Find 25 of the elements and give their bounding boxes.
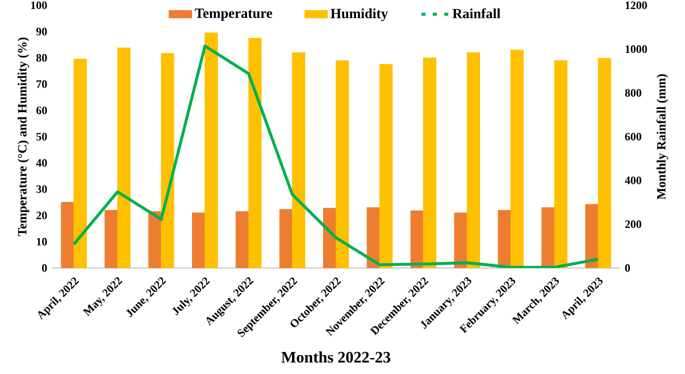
x-axis-title: Months 2022-23	[281, 351, 390, 363]
y2-tick-label: 600	[625, 132, 642, 140]
y2-axis-title: Monthly Rainfall (mm)	[656, 74, 668, 200]
y2-tick-label: 0	[625, 264, 630, 272]
y-tick-label: 30	[36, 185, 47, 194]
line-series	[72, 44, 600, 268]
y2-tick-label: 1200	[626, 2, 647, 10]
y-tick-label: 60	[36, 106, 47, 114]
y2-tick-label: 200	[625, 220, 642, 228]
y2-tick-label: 400	[624, 176, 642, 184]
y2-tick-label: 1000	[626, 45, 647, 53]
y-tick-label: 20	[36, 212, 47, 220]
legend-label: Rainfall	[452, 8, 500, 18]
y-tick-label: 70	[36, 80, 47, 88]
y-tick-label: 0	[42, 264, 47, 272]
y-tick-label: 40	[36, 159, 47, 167]
y-tick-label: 100	[31, 2, 47, 10]
y-tick-label: 90	[36, 28, 47, 36]
legend-label: Humidity	[330, 8, 388, 22]
y-tick-label: 50	[36, 132, 47, 140]
y2-tick-label: 800	[625, 89, 642, 97]
y-tick-label: 10	[36, 238, 47, 246]
legend-label: Temperature	[194, 8, 272, 21]
y-axis-title: Temperature (°C) and Humidity (%)	[18, 38, 30, 236]
y-tick-label: 80	[36, 54, 47, 62]
